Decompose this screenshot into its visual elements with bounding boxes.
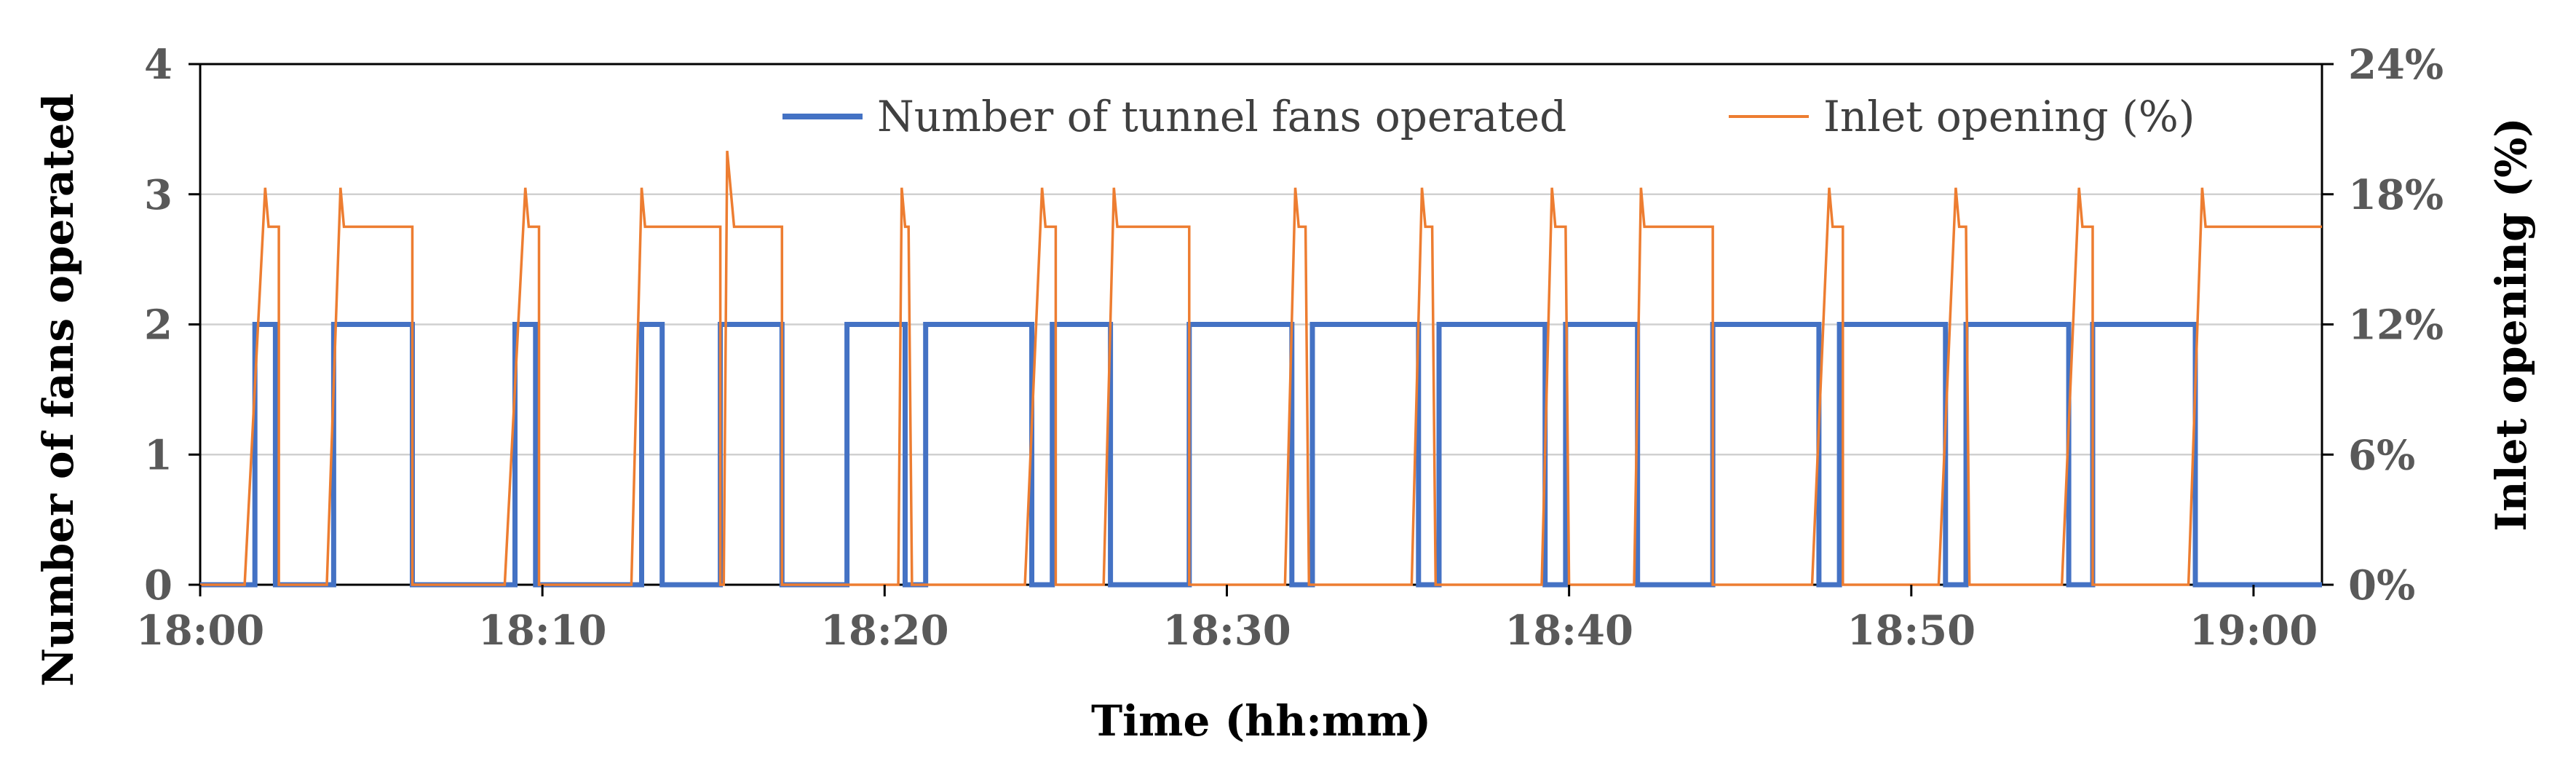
x-tick-label: 18:30 [1162, 607, 1291, 655]
legend-label-inlet: Inlet opening (%) [1823, 92, 2195, 141]
x-tick-label: 18:50 [1847, 607, 1976, 655]
y2-tick-label: 24% [2348, 41, 2444, 89]
y2-tick-label: 12% [2348, 301, 2444, 350]
legend-label-fans: Number of tunnel fans operated [877, 92, 1566, 141]
y-axis-title: Number of fans operated [33, 93, 83, 687]
x-tick-label: 18:40 [1505, 607, 1633, 655]
x-tick-label: 19:00 [2189, 607, 2318, 655]
y2-tick-label: 0% [2348, 561, 2415, 610]
legend: Number of tunnel fans operated Inlet ope… [782, 92, 2195, 141]
y-tick-label: 1 [144, 431, 173, 479]
tick-labels: 0 0% 1 6% 2 12% 3 18% 4 24% 18:00 18:10 18:20 18:30 18… [136, 41, 2444, 655]
y2-tick-label: 18% [2348, 171, 2444, 219]
x-tick-label: 18:10 [478, 607, 607, 655]
y-tick-label: 4 [144, 41, 173, 89]
series-line-inlet [200, 151, 2322, 586]
y2-tick-label: 6% [2348, 431, 2415, 479]
x-tick-label: 18:20 [820, 607, 949, 655]
x-axis-title: Time (hh:mm) [1091, 696, 1431, 746]
series-layer [200, 151, 2322, 588]
y2-axis-title: Inlet opening (%) [2486, 117, 2536, 531]
y-tick-label: 2 [144, 301, 173, 350]
y-tick-label: 0 [144, 561, 173, 610]
series-line-fans [200, 322, 2322, 588]
x-tick-label: 18:00 [136, 607, 265, 655]
y-tick-label: 3 [144, 171, 173, 219]
